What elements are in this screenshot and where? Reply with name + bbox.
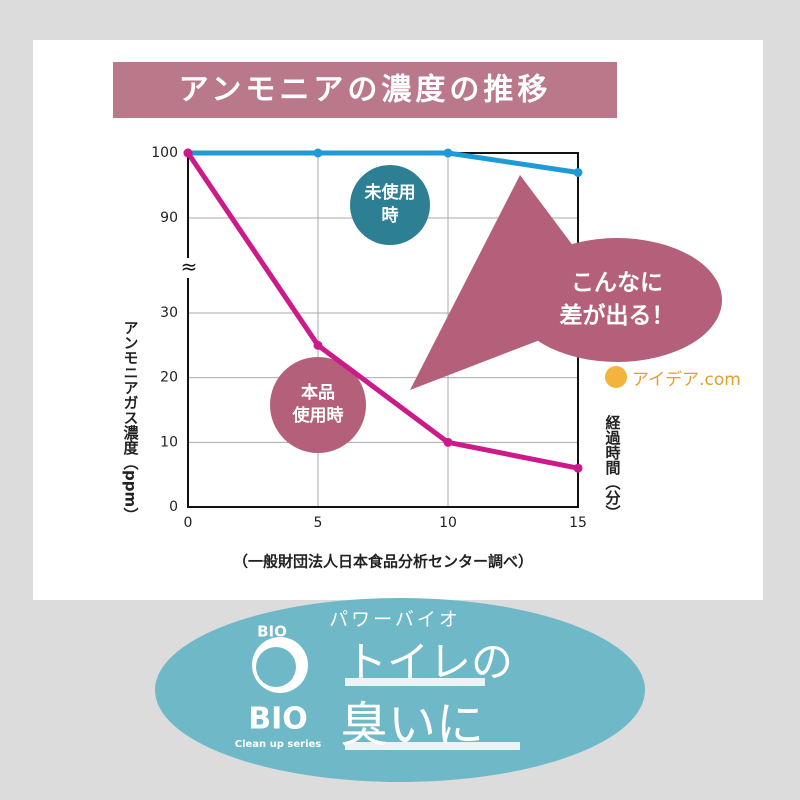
- axis-break: ≈: [181, 255, 198, 279]
- logo-mascot-face: [256, 647, 296, 687]
- point: [573, 463, 583, 473]
- point: [443, 437, 453, 447]
- brand: アイデア.com: [632, 369, 741, 390]
- banner-line1: トイレの: [345, 638, 513, 687]
- underline: [345, 742, 520, 750]
- y-axis-label: アンモニアガス濃度（ppm）: [122, 320, 140, 522]
- logo: BIO: [248, 702, 308, 737]
- y-tick-label: 20: [160, 370, 178, 386]
- series-line: [188, 150, 579, 175]
- callout-bubble: [512, 238, 722, 362]
- label-bubble: [350, 165, 430, 245]
- point: [443, 148, 453, 158]
- axis-break-mask: [180, 258, 196, 278]
- chart-title: アンモニアの濃度の推移: [179, 73, 552, 108]
- x-axis-label: 経過時間（分）: [604, 414, 622, 520]
- y-tick-label: 90: [160, 210, 178, 226]
- callout: こんなに 差が出る！: [559, 269, 675, 329]
- banner-line2: 臭いに: [340, 697, 484, 753]
- y-tick-label: 100: [151, 145, 178, 161]
- callout-text: こんなに 差が出る！: [559, 269, 675, 329]
- title-bar: [113, 62, 617, 118]
- series-label: 未使用 時: [364, 183, 416, 226]
- logo-top: BIO: [257, 623, 287, 641]
- legend-entry: 本品 使用時: [292, 383, 344, 426]
- x-tick-label: 10: [439, 515, 457, 531]
- legend-entry: 未使用 時: [364, 183, 416, 226]
- brand-icon: [605, 366, 627, 388]
- label-bubble: [270, 357, 366, 453]
- y-tick-label: 10: [160, 434, 178, 450]
- banner-kana: パワーバイオ: [329, 609, 461, 631]
- y-tick-label: 0: [169, 499, 178, 515]
- x-tick-label: 5: [314, 515, 323, 531]
- point: [573, 168, 583, 177]
- x-tick-label: 15: [569, 515, 587, 531]
- source: （一般財団法人日本食品分析センター調べ）: [233, 553, 533, 571]
- y-tick-label: 30: [160, 305, 178, 321]
- underline: [345, 678, 485, 686]
- series-label: 本品 使用時: [292, 383, 344, 426]
- point: [183, 148, 193, 158]
- series-line: [185, 151, 579, 471]
- point: [313, 340, 323, 350]
- x-tick-label: 0: [184, 515, 193, 531]
- point: [313, 148, 323, 158]
- logo-series: Clean up series: [235, 739, 322, 750]
